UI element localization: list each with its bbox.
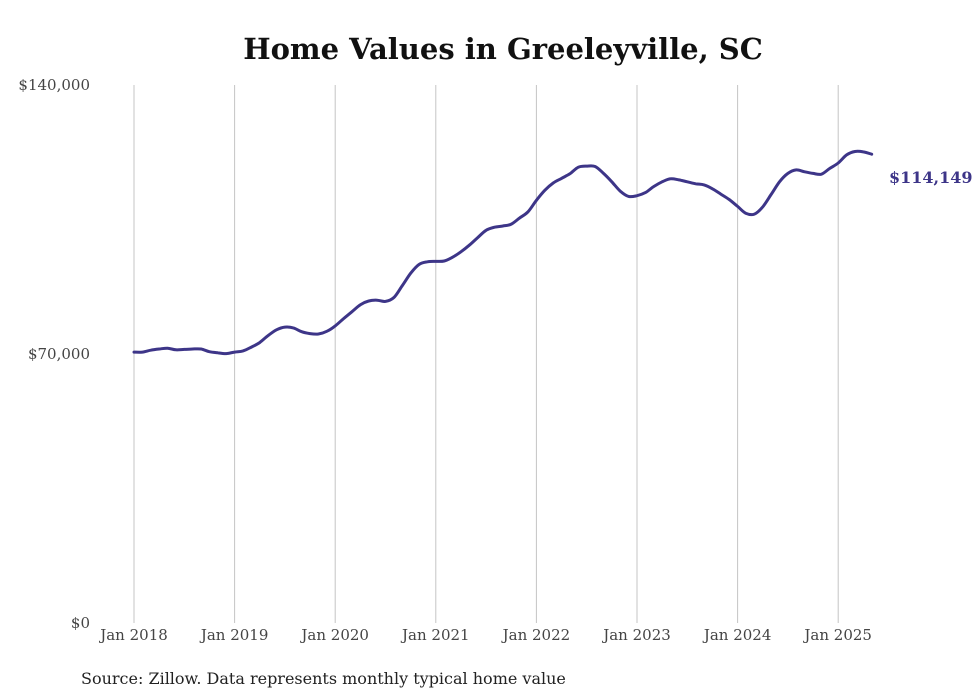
x-tick-label: Jan 2022 [501,626,571,644]
x-axis: Jan 2018 Jan 2019 Jan 2020 Jan 2021 Jan 2022… [98,626,872,644]
chart-title: Home Values in Greeleyville, SC [243,32,763,66]
y-tick-label: $0 [71,614,90,632]
y-tick-label: $140,000 [18,76,90,94]
y-tick-label: $70,000 [28,345,90,363]
series-line-home-values [132,149,874,356]
x-tick-label: Jan 2020 [299,626,369,644]
x-tick-label: Jan 2018 [98,626,168,644]
x-tick-label: Jan 2019 [199,626,269,644]
vertical-grid [133,85,839,623]
y-axis: $0 $70,000 $140,000 [18,76,90,632]
source-note: Source: Zillow. Data represents monthly … [81,669,566,688]
x-tick-label: Jan 2021 [400,626,470,644]
x-tick-label: Jan 2025 [802,626,872,644]
end-value-label: $114,149 [889,168,973,187]
x-tick-label: Jan 2024 [702,626,772,644]
x-tick-label: Jan 2023 [601,626,671,644]
